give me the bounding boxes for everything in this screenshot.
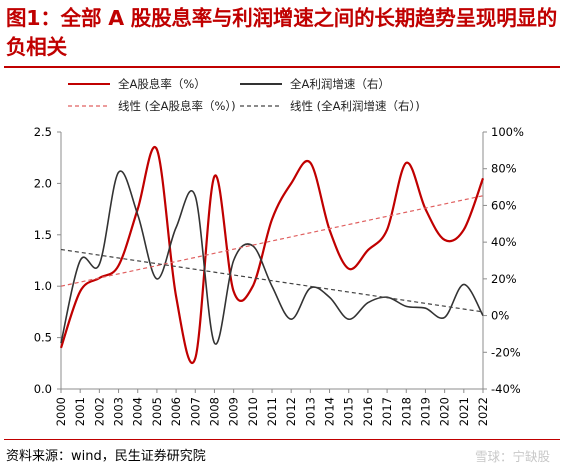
y-right-tick-label: -40%	[491, 382, 521, 396]
y-right-tick-label: 20%	[491, 272, 517, 286]
x-tick-label: 2020	[438, 397, 452, 426]
y-right-tick-label: -20%	[491, 345, 521, 359]
x-tick-label: 2019	[418, 397, 432, 426]
x-tick-label: 2011	[265, 397, 279, 426]
x-tick-label: 2018	[399, 397, 413, 426]
profit-growth-line	[60, 170, 484, 345]
x-tick-label: 2009	[227, 397, 241, 426]
x-tick-label: 2003	[112, 397, 126, 426]
dividend-yield-trendline	[60, 195, 484, 287]
legend-label: 全A股息率（%）	[118, 77, 206, 91]
x-tick-label: 2014	[323, 397, 337, 426]
x-tick-label: 2007	[188, 397, 202, 426]
legend-label: 线性 (全A股息率（%）)	[118, 99, 236, 113]
x-tick-label: 2010	[246, 397, 260, 426]
x-tick-label: 2012	[284, 397, 298, 426]
x-tick-label: 2022	[476, 397, 490, 426]
y-left-tick-label: 1.0	[34, 279, 52, 293]
dividend-yield-line	[59, 145, 485, 365]
chart: 全A股息率（%） 全A利润增速（右） 线性 (全A股息率（%）) 线性 (全A利润增速…	[34, 77, 524, 426]
x-tick-label: 2016	[361, 397, 375, 426]
y-right-tick-label: 60%	[491, 198, 517, 212]
x-tick-label: 2000	[54, 397, 68, 426]
y-left-tick-label: 2.5	[34, 125, 52, 139]
plot-area: 0.0 0.5 1.0 1.5 2.0 2.5 -40% -20% 0% 20% 40% 60% 80%…	[34, 125, 524, 426]
y-left-tick-label: 0.0	[34, 382, 52, 396]
legend: 全A股息率（%） 全A利润增速（右） 线性 (全A股息率（%）) 线性 (全A利润增速…	[68, 77, 420, 113]
x-tick-label: 2004	[131, 397, 145, 426]
source-note: 资料来源：wind，民生证券研究院	[6, 449, 206, 464]
profit-growth-trendline	[60, 248, 484, 313]
x-tick-label: 2008	[207, 397, 221, 426]
x-tick-label: 2005	[150, 397, 164, 426]
x-tick-label: 2021	[457, 397, 471, 426]
x-tick-label: 2013	[303, 397, 317, 426]
y-right-tick-label: 80%	[491, 162, 517, 176]
watermark: 雪球：宁缺股	[474, 449, 550, 464]
x-tick-label: 2017	[380, 397, 394, 426]
y-right-tick-label: 40%	[491, 235, 517, 249]
legend-label: 全A利润增速（右）	[290, 77, 390, 91]
y-left-tick-label: 0.5	[34, 331, 52, 345]
y-left-tick-label: 2.0	[34, 176, 52, 190]
legend-label: 线性 (全A利润增速（右）)	[290, 99, 420, 113]
x-tick-label: 2001	[73, 397, 87, 426]
chart-title: 图1：全部 A 股股息率与利润增速之间的长期趋势呈现明显的负相关	[6, 6, 558, 59]
y-right-tick-label: 100%	[491, 125, 524, 139]
x-tick-label: 2006	[169, 397, 183, 426]
source-divider	[4, 439, 560, 440]
x-tick-label: 2015	[342, 397, 356, 426]
y-left-tick-label: 1.5	[34, 228, 52, 242]
x-tick-label: 2002	[92, 397, 106, 426]
title-divider	[4, 66, 560, 68]
y-right-tick-label: 0%	[491, 309, 509, 323]
